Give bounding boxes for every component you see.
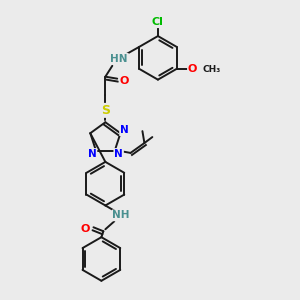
Text: N: N: [120, 125, 129, 135]
Text: N: N: [114, 149, 123, 159]
Text: N: N: [88, 149, 97, 159]
Text: S: S: [101, 104, 110, 117]
Text: HN: HN: [110, 54, 128, 64]
Text: O: O: [119, 76, 129, 85]
Text: O: O: [81, 224, 90, 234]
Text: O: O: [188, 64, 197, 74]
Text: Cl: Cl: [152, 17, 164, 27]
Text: NH: NH: [112, 210, 130, 220]
Text: CH₃: CH₃: [202, 65, 221, 74]
